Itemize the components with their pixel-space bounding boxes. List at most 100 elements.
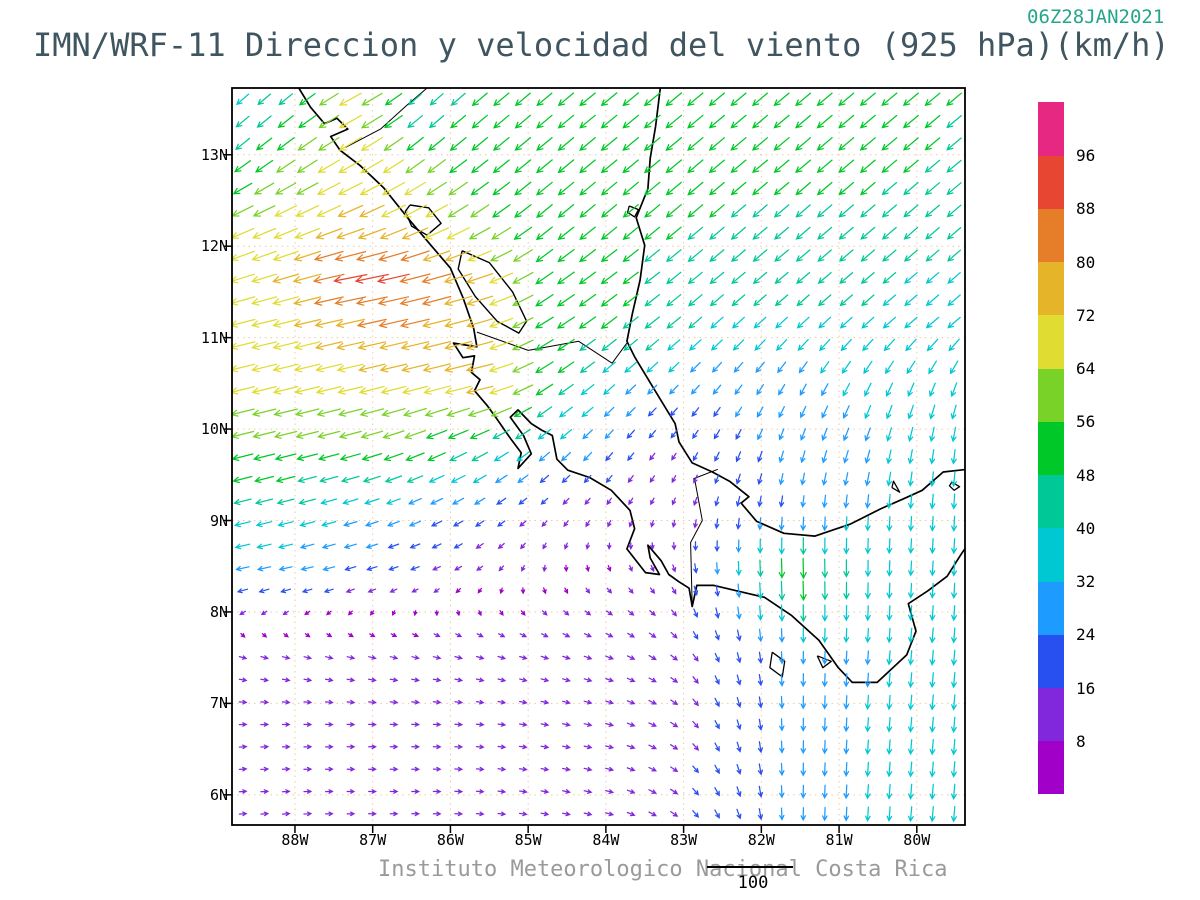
wind-arrow xyxy=(493,451,509,462)
wind-arrow xyxy=(251,250,277,262)
wind-arrow xyxy=(886,627,893,644)
wind-arrow xyxy=(692,743,700,751)
wind-arrow xyxy=(337,204,364,218)
colorbar-segment xyxy=(1038,314,1064,369)
wind-arrow xyxy=(450,114,467,129)
wind-arrow xyxy=(665,159,683,174)
wind-arrow xyxy=(687,249,704,263)
wind-arrow xyxy=(493,114,510,129)
wind-arrow xyxy=(466,295,494,307)
wind-arrow xyxy=(627,632,636,638)
wind-arrow xyxy=(476,565,484,571)
wind-arrow xyxy=(406,136,424,151)
wind-arrow xyxy=(260,610,268,616)
wind-arrow xyxy=(864,650,871,666)
wind-arrow xyxy=(626,744,636,750)
wind-arrow xyxy=(489,249,513,262)
wind-arrow xyxy=(951,471,957,488)
wind-arrow xyxy=(275,475,296,484)
wind-arrow xyxy=(384,475,403,484)
wind-arrow xyxy=(929,515,936,532)
wind-arrow xyxy=(316,408,341,417)
wind-arrow xyxy=(580,383,595,396)
y-axis-tick-label: 12N xyxy=(200,237,228,256)
wind-arrow xyxy=(382,430,405,440)
wind-arrow xyxy=(775,316,789,329)
wind-arrow xyxy=(411,588,419,593)
wind-arrow xyxy=(600,92,618,107)
wind-arrow xyxy=(433,588,440,593)
wind-arrow xyxy=(454,677,464,683)
wind-arrow xyxy=(929,694,936,711)
wind-arrow xyxy=(516,451,530,462)
wind-arrow xyxy=(626,789,636,794)
wind-arrow xyxy=(670,721,679,728)
wind-arrow xyxy=(292,296,322,306)
wind-arrow xyxy=(536,203,553,218)
wind-arrow xyxy=(687,204,704,218)
wind-arrow xyxy=(773,181,790,196)
wind-arrow xyxy=(903,204,919,218)
colorbar-tick-label: 56 xyxy=(1076,412,1096,432)
wind-arrow xyxy=(605,722,615,727)
wind-arrow xyxy=(714,473,720,485)
wind-arrow xyxy=(562,655,571,660)
wind-arrow xyxy=(903,226,919,240)
wind-arrow xyxy=(453,543,463,549)
map-frame xyxy=(231,87,966,826)
wind-arrow xyxy=(346,655,356,660)
wind-arrow xyxy=(277,543,294,550)
wind-arrow xyxy=(730,137,747,151)
wind-arrow xyxy=(251,363,277,373)
wind-arrow xyxy=(714,496,720,507)
wind-arrow xyxy=(298,498,316,506)
wind-arrow xyxy=(233,160,252,173)
wind-arrow xyxy=(292,273,322,284)
wind-arrow xyxy=(379,227,408,240)
wind-arrow xyxy=(357,227,387,240)
wind-arrow xyxy=(470,181,489,196)
wind-arrow xyxy=(864,427,871,442)
wind-arrow xyxy=(538,451,551,462)
wind-arrow xyxy=(687,159,704,174)
wind-arrow xyxy=(260,789,270,794)
wind-arrow xyxy=(736,606,742,620)
wind-arrow xyxy=(382,159,405,174)
wind-arrow xyxy=(449,159,468,174)
wind-arrow xyxy=(730,226,747,240)
wind-arrow xyxy=(843,472,849,487)
wind-arrow xyxy=(929,449,936,465)
wind-arrow xyxy=(561,474,571,484)
wind-arrow xyxy=(497,542,505,550)
wind-arrow xyxy=(886,650,893,666)
wind-arrow xyxy=(448,181,468,196)
wind-arrow xyxy=(274,453,297,462)
wind-arrow xyxy=(454,722,464,727)
wind-arrow xyxy=(708,181,725,196)
wind-arrow xyxy=(709,271,725,285)
wind-arrow xyxy=(671,564,677,573)
wind-arrow xyxy=(583,655,593,660)
wind-arrow xyxy=(389,677,399,683)
wind-arrow xyxy=(274,182,297,195)
wind-arrow xyxy=(255,137,273,151)
wind-arrow xyxy=(465,363,494,373)
wind-arrow xyxy=(925,294,940,307)
wind-arrow xyxy=(928,382,936,398)
wind-arrow xyxy=(821,383,829,397)
wind-arrow xyxy=(730,114,747,129)
wind-arrow xyxy=(606,497,612,506)
wind-arrow xyxy=(864,494,871,509)
wind-arrow xyxy=(389,789,399,794)
wind-arrow xyxy=(360,136,384,151)
wind-arrow xyxy=(293,250,321,262)
wind-arrow xyxy=(339,453,361,462)
wind-arrow xyxy=(358,363,386,373)
wind-arrow xyxy=(752,204,768,218)
wind-arrow xyxy=(303,722,313,727)
wind-arrow xyxy=(449,136,467,151)
wind-arrow xyxy=(475,744,485,750)
wind-arrow xyxy=(428,136,446,151)
wind-arrow xyxy=(886,538,893,555)
wind-arrow xyxy=(600,293,618,307)
